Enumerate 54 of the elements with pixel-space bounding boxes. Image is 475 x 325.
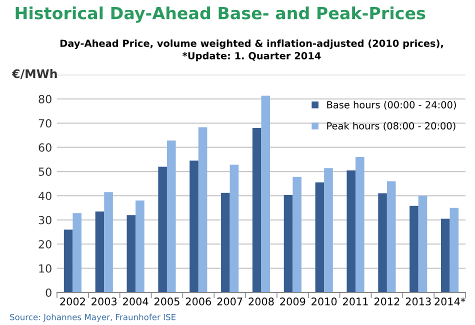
x-tick-label: 2012 [374, 298, 400, 306]
legend-label: Base hours (00:00 - 24:00) [327, 100, 456, 110]
bar [190, 160, 198, 292]
bar [230, 164, 239, 292]
bar [410, 206, 418, 292]
x-tick-label: 2005 [154, 298, 180, 306]
x-tick-label: 2002 [60, 298, 85, 306]
bar [158, 166, 167, 292]
y-axis-title: €/MWh [12, 69, 57, 80]
bar [104, 192, 113, 292]
bar [221, 192, 230, 292]
bar [440, 218, 450, 292]
y-tick-label: 20 [38, 240, 52, 248]
bar [284, 194, 293, 292]
bar [356, 157, 364, 292]
y-tick-label: 50 [38, 168, 52, 176]
bar [386, 181, 396, 292]
bar [450, 208, 459, 292]
bar [198, 127, 208, 292]
bar [378, 193, 387, 292]
bar [252, 128, 262, 292]
x-tick-label: 2013 [406, 298, 431, 306]
y-tick-label: 80 [38, 94, 52, 104]
bar [166, 140, 176, 292]
legend-label: Peak hours (08:00 - 20:00) [327, 122, 456, 131]
y-tick-label: 30 [38, 216, 52, 224]
bar [292, 176, 302, 292]
y-tick-label: 0 [46, 288, 52, 297]
bar [126, 215, 136, 292]
x-tick-label: 2004 [123, 298, 148, 306]
bar [418, 196, 428, 292]
bar [72, 213, 82, 292]
bar [95, 211, 104, 292]
x-tick-label: 2014* [434, 298, 466, 306]
y-tick-label: 10 [39, 264, 52, 273]
bar [324, 168, 333, 292]
y-tick-label: 40 [38, 192, 52, 200]
bar [261, 96, 270, 292]
chart-title: Historical Day-Ahead Base- and Peak-Prices [16, 6, 426, 23]
bar [315, 182, 324, 292]
x-tick-label: 2010 [312, 298, 337, 306]
bar [64, 230, 73, 292]
x-tick-label: 2009 [280, 298, 306, 306]
chart-subtitle: Day-Ahead Price, volume weighted & inflation-adjusted (2010 prices), *Update: 1. Quarter 2014 [60, 39, 443, 62]
x-tick-label: 2003 [92, 298, 117, 306]
bar [346, 170, 356, 292]
bar [136, 200, 144, 292]
y-tick-label: 60 [38, 143, 52, 152]
x-tick-label: 2006 [186, 298, 212, 306]
x-tick-label: 2007 [217, 298, 242, 306]
y-tick-label: 70 [38, 119, 52, 128]
x-tick-label: 2008 [248, 298, 274, 306]
x-tick-label: 2011 [343, 298, 368, 306]
source-note: Source: Johannes Mayer, Fraunhofer ISE [10, 314, 176, 322]
